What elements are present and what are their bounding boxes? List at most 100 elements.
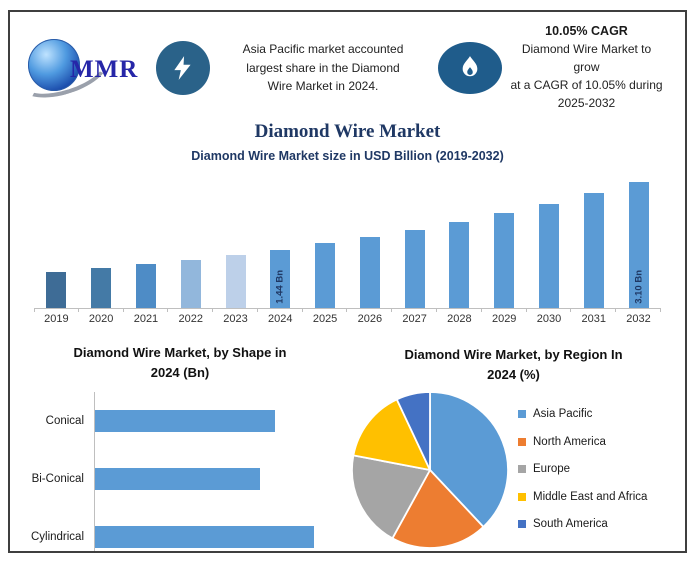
- mmr-logo: MMR: [13, 38, 150, 108]
- market-size-bar: [91, 268, 112, 308]
- cagr-text-line-0: Diamond Wire Market to grow: [521, 42, 652, 74]
- cagr-text-line-1: at a CAGR of 10.05% during: [510, 78, 663, 92]
- market-size-bar-column: [392, 230, 437, 308]
- shape-category-label: Conical: [45, 415, 84, 427]
- shape-category-label: Cylindrical: [30, 531, 84, 543]
- region-legend: Asia Pacific North America Europe Middle Ea…: [518, 408, 647, 546]
- highlight-text-line-0: Asia Pacific market accounted: [242, 42, 404, 57]
- market-size-bar: 1.44 Bn: [270, 250, 291, 308]
- x-axis-label: 2021: [124, 309, 169, 325]
- legend-label: South America: [533, 518, 608, 530]
- cagr-block: 10.05% CAGR Diamond Wire Market to grow a…: [502, 24, 671, 112]
- shape-bar: [95, 468, 260, 490]
- shape-chart-title-line-1: 2024 (Bn): [150, 364, 210, 380]
- cagr-text: Diamond Wire Market to grow at a CAGR of …: [508, 40, 665, 112]
- pie-slice-north-america: [391, 469, 485, 549]
- legend-item: Europe: [518, 463, 647, 475]
- market-size-bar: [538, 204, 559, 308]
- legend-label: Europe: [533, 463, 571, 475]
- legend-item: Middle East and Africa: [518, 491, 647, 503]
- bar-data-label: 1.44 Bn: [274, 270, 286, 304]
- x-axis-label: 2032: [616, 309, 661, 325]
- market-size-bar-column: [303, 243, 348, 308]
- market-size-bar-column: [34, 272, 79, 308]
- x-axis-label: 2027: [392, 309, 437, 325]
- legend-item: North America: [518, 436, 647, 448]
- market-size-bar-column: [437, 222, 482, 308]
- x-axis-label: 2023: [213, 309, 258, 325]
- market-size-bar: [583, 193, 604, 308]
- market-size-bar-column: [168, 260, 213, 308]
- market-size-bar-column: 3.10 Bn: [616, 182, 661, 308]
- x-axis-label: 2025: [303, 309, 348, 325]
- pie-slice-europe: [351, 454, 431, 540]
- highlight-text: Asia Pacific market accounted largest sha…: [224, 40, 422, 96]
- market-size-bar-column: [213, 255, 258, 308]
- market-size-bar-column: [571, 193, 616, 308]
- market-size-bar: [46, 272, 67, 308]
- legend-item: Asia Pacific: [518, 408, 647, 420]
- legend-swatch: [518, 410, 526, 418]
- market-size-bar: [494, 213, 515, 308]
- shape-bar-track: [94, 450, 330, 508]
- shape-bar-track: [94, 392, 330, 450]
- legend-swatch: [518, 520, 526, 528]
- shape-chart-title: Diamond Wire Market, by Shape in 2024 (Bn…: [14, 343, 346, 382]
- legend-item: South America: [518, 518, 647, 530]
- market-size-plot: 1.44 Bn 3.10 Bn: [34, 171, 661, 309]
- region-pie-area: Asia Pacific North America Europe Middle Ea…: [346, 388, 681, 551]
- market-size-bar: [359, 237, 380, 308]
- region-pie: [351, 391, 509, 549]
- market-size-bar-column: [482, 213, 527, 308]
- shape-bar-row: Bi-Conical: [14, 450, 330, 508]
- x-axis-label: 2031: [571, 309, 616, 325]
- market-size-x-axis: 2019 2020 2021 2022 2023 2024 2025 2026 2027 2028…: [34, 309, 661, 325]
- x-axis-label: 2024: [258, 309, 303, 325]
- market-size-bar-column: 1.44 Bn: [258, 250, 303, 308]
- bar-data-label: 3.10 Bn: [633, 270, 645, 304]
- market-size-bar: 3.10 Bn: [628, 182, 649, 308]
- shape-bar: [95, 410, 276, 432]
- shape-category-label: Bi-Conical: [31, 473, 84, 485]
- shape-bar-track: [94, 508, 330, 551]
- shape-bar: [95, 526, 315, 548]
- page-title: Diamond Wire Market: [254, 121, 441, 142]
- legend-label: North America: [533, 435, 606, 448]
- market-size-bar: [315, 243, 336, 308]
- logo-text: MMR: [70, 56, 139, 83]
- legend-label: Middle East and Africa: [533, 490, 648, 503]
- legend-swatch: [518, 465, 526, 473]
- cagr-title: 10.05% CAGR: [545, 24, 628, 38]
- shape-chart-title-line-0: Diamond Wire Market, by Shape in: [73, 345, 287, 360]
- x-axis-label: 2026: [347, 309, 393, 325]
- cagr-text-line-2: 2025-2032: [557, 96, 616, 110]
- shape-chart: Diamond Wire Market, by Shape in 2024 (Bn…: [14, 339, 346, 551]
- highlight-text-line-1: largest share in the Diamond: [246, 60, 400, 75]
- lightning-glyph: [174, 56, 191, 80]
- market-size-chart-title: Diamond Wire Market size in USD Billion …: [191, 149, 504, 163]
- market-size-chart: Diamond Wire Market size in USD Billion …: [10, 149, 685, 325]
- flame-icon: [438, 42, 502, 94]
- market-size-bar-column: [79, 268, 124, 308]
- pie-slice-south-america: [395, 391, 431, 471]
- pie-slice-middle-east-and-africa: [352, 398, 431, 471]
- market-size-bar-column: [124, 264, 169, 308]
- market-size-bar-column: [527, 204, 572, 308]
- market-size-bar: [225, 255, 246, 308]
- pie-slice-asia-pacific: [429, 391, 509, 528]
- highlight-text-line-2: Wire Market in 2024.: [267, 79, 379, 94]
- shape-bar-row: Cylindrical: [14, 508, 330, 551]
- globe-logo-icon: [28, 39, 80, 91]
- shape-bar-row: Conical: [14, 392, 330, 450]
- region-chart-title-line-0: Diamond Wire Market, by Region In: [404, 347, 623, 362]
- x-axis-label: 2030: [527, 309, 572, 325]
- infographic-frame: MMR Asia Pacific market accounted largest…: [8, 10, 687, 553]
- region-chart-title: Diamond Wire Market, by Region In 2024 (%…: [346, 345, 681, 384]
- header: MMR Asia Pacific market accounted largest…: [10, 12, 685, 112]
- region-chart: Diamond Wire Market, by Region In 2024 (%…: [346, 339, 681, 551]
- x-axis-label: 2028: [437, 309, 482, 325]
- market-size-bar: [135, 264, 156, 308]
- legend-swatch: [518, 492, 526, 501]
- market-size-bar-column: [347, 237, 392, 308]
- x-axis-label: 2022: [168, 309, 213, 325]
